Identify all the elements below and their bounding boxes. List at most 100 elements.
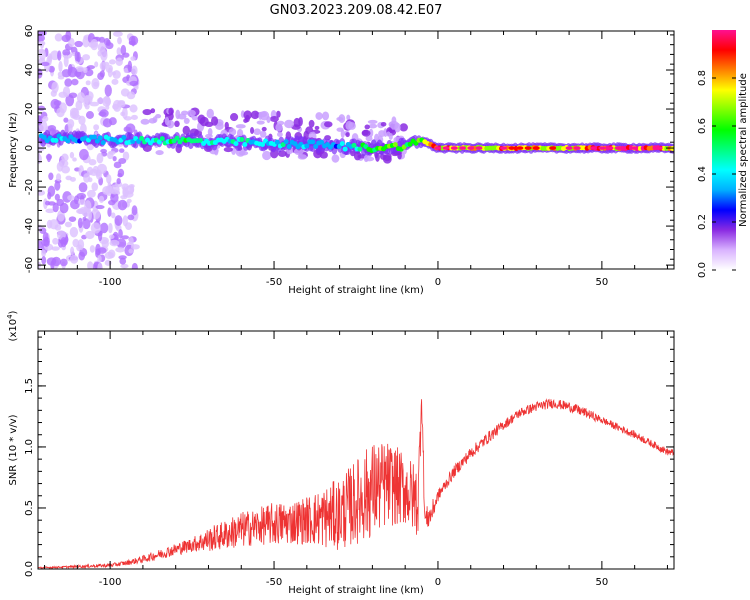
heatmap-noise-cell xyxy=(345,132,350,138)
heatmap-noise-cell xyxy=(127,60,133,73)
heatmap-noise-cell xyxy=(116,238,127,249)
heatmap-noise-cell xyxy=(206,108,214,119)
heatmap-hot-cell xyxy=(532,146,540,150)
heatmap-noise-cell xyxy=(105,42,114,50)
heatmap-noise-cell xyxy=(38,105,46,111)
heatmap-noise-cell xyxy=(378,130,386,137)
heatmap-noise-cell xyxy=(122,186,127,198)
heatmap-noise-cell xyxy=(51,81,59,94)
heatmap-noise-cell xyxy=(54,193,60,201)
heatmap-ridge-cell xyxy=(351,142,357,148)
heatmap-noise-cell xyxy=(380,121,387,127)
heatmap-ridge-cell xyxy=(319,139,325,145)
heatmap-ridge-cell xyxy=(100,140,106,146)
heatmap-noise-cell xyxy=(101,239,109,248)
heatmap-noise-cell xyxy=(109,184,120,195)
heatmap-noise-cell xyxy=(118,229,123,239)
colorbar-tick-label: 0.2 xyxy=(697,214,708,230)
heatmap-noise-cell xyxy=(142,108,152,116)
heatmap-noise-cell xyxy=(243,118,248,123)
heatmap-noise-cell xyxy=(46,153,51,163)
heatmap-noise-cell xyxy=(87,209,92,221)
heatmap-noise-cell xyxy=(96,97,105,104)
heatmap-noise-cell xyxy=(95,204,105,210)
heatmap-noise-cell xyxy=(129,184,135,194)
snr-frame xyxy=(37,330,675,570)
snr-axes: -100 -50 0 50 0.0 0.5 1.0 1.5 xyxy=(24,331,674,588)
heatmap-noise-cell xyxy=(50,90,57,97)
heatmap-noise-cell xyxy=(85,80,91,86)
heatmap-noise-cell xyxy=(58,60,63,73)
heatmap-noise-cell xyxy=(45,208,55,214)
heatmap-noise-cell xyxy=(82,36,90,48)
heatmap-noise-cell xyxy=(98,195,105,203)
heatmap-noise-cell xyxy=(109,239,120,247)
heatmap-noise-cell xyxy=(93,124,100,131)
heatmap-noise-cell xyxy=(197,114,206,124)
heatmap-hot-cell xyxy=(606,146,614,150)
y-tick-label: 1.5 xyxy=(24,378,35,394)
heatmap-ridge-cell xyxy=(304,143,310,149)
heatmap-noise-cell xyxy=(41,249,46,257)
heatmap-noise-cell xyxy=(68,216,77,222)
heatmap-noise-cell xyxy=(131,114,138,120)
heatmap-noise-cell xyxy=(122,151,130,161)
heatmap-hot-cell xyxy=(459,146,467,150)
heatmap-noise-cell xyxy=(65,175,73,181)
heatmap-noise-cell xyxy=(63,117,69,123)
heatmap-hot-cell xyxy=(467,146,475,150)
colorbar-gradient xyxy=(712,30,736,270)
colorbar: 0.0 0.2 0.4 0.6 0.8 Normalized spectral ampl… xyxy=(697,30,749,278)
heatmap-ridge-cell xyxy=(41,134,47,140)
heatmap-noise-cell xyxy=(399,123,408,132)
heatmap-noise-cell xyxy=(69,151,75,159)
heatmap-noise-cell xyxy=(116,47,122,56)
heatmap-noise-cell xyxy=(140,118,150,125)
heatmap-noise-cell xyxy=(48,172,54,181)
heatmap-ridge-cell xyxy=(139,135,145,141)
heatmap-noise-cell xyxy=(229,113,239,122)
heatmap-noise-cell xyxy=(87,189,96,198)
heatmap-noise-cell xyxy=(103,95,111,105)
heatmap-noise-cell xyxy=(269,116,279,123)
heatmap-noise-cell xyxy=(127,214,135,221)
heatmap-noise-cell xyxy=(61,165,71,174)
heatmap-noise-cell xyxy=(364,124,370,130)
heatmap-noise-cell xyxy=(394,122,401,133)
heatmap-noise-cell xyxy=(82,67,88,74)
heatmap-hot-cell xyxy=(565,146,573,150)
heatmap-noise-cell xyxy=(118,255,127,260)
heatmap-noise-cell xyxy=(120,44,127,56)
heatmap-noise-cell xyxy=(58,159,69,168)
heatmap-noise-cell xyxy=(61,153,69,162)
heatmap-noise-cell xyxy=(77,199,87,205)
heatmap-noise-cell xyxy=(214,148,219,156)
heatmap-noise-cell xyxy=(223,146,233,153)
heatmap-noise-cell xyxy=(68,64,73,74)
heatmap-ridge-cell xyxy=(286,144,292,150)
heatmap-hot-cell xyxy=(573,146,581,150)
y-tick-label: 0.5 xyxy=(24,500,35,516)
heatmap-noise-cell xyxy=(368,123,378,129)
spectrogram-frame xyxy=(37,30,675,270)
heatmap-ridge-cell xyxy=(339,141,345,147)
heatmap-noise-cell xyxy=(131,205,138,216)
heatmap-noise-cell xyxy=(78,115,86,125)
heatmap-noise-cell xyxy=(205,133,213,139)
heatmap-noise-cell xyxy=(38,48,45,54)
heatmap-noise-cell xyxy=(128,236,134,245)
y-tick-label: -40 xyxy=(24,218,35,234)
heatmap-hot-cell xyxy=(631,146,639,150)
heatmap-noise-cell xyxy=(361,129,369,136)
heatmap-noise-cell xyxy=(77,208,84,214)
heatmap-hot-cell xyxy=(475,146,483,150)
heatmap-noise-cell xyxy=(275,123,283,132)
heatmap-noise-cell xyxy=(152,116,158,123)
spectrogram-axes: -100 -50 0 50 -60 -40 -20 0 20 40 60 xyxy=(24,25,674,288)
heatmap-noise-cell xyxy=(59,202,69,214)
heatmap-noise-cell xyxy=(82,54,91,61)
heatmap-noise-cell xyxy=(284,119,294,129)
heatmap-noise-cell xyxy=(122,107,128,119)
heatmap-noise-cell xyxy=(97,262,103,269)
heatmap-noise-cell xyxy=(174,120,180,128)
